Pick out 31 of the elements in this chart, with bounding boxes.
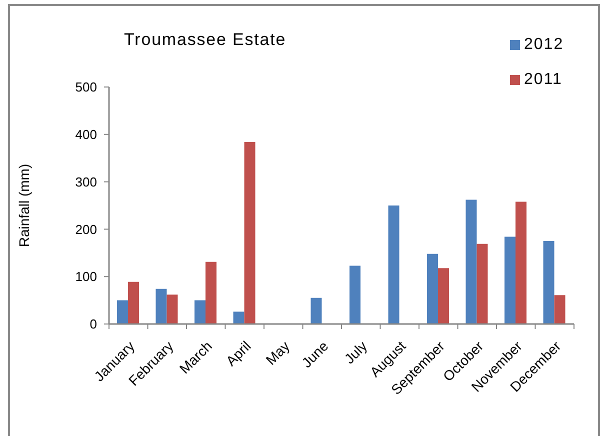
bar — [504, 236, 516, 324]
bar — [310, 298, 322, 324]
y-tick-label: 100 — [75, 269, 97, 284]
bar — [244, 142, 256, 324]
bar — [233, 312, 244, 324]
bar — [194, 300, 206, 324]
bar — [554, 295, 566, 324]
bar — [543, 241, 554, 324]
legend-label: 2011 — [524, 71, 562, 88]
bar — [350, 266, 360, 324]
bar — [156, 288, 167, 324]
chart-title: Troumassee Estate — [124, 30, 286, 50]
bar — [427, 254, 438, 324]
bar — [466, 200, 477, 324]
bar — [117, 300, 128, 324]
bar — [128, 282, 139, 324]
y-axis-title: Rainfall (mm) — [16, 164, 32, 248]
bar — [206, 262, 216, 324]
y-tick-label: 500 — [75, 80, 97, 95]
x-tick-label: July — [341, 338, 370, 367]
legend-label: 2012 — [524, 36, 564, 53]
bar — [476, 244, 488, 324]
x-tick-label: May — [262, 338, 293, 368]
y-tick-label: 300 — [75, 174, 97, 190]
bar — [388, 206, 400, 324]
bar — [516, 202, 526, 324]
bar — [166, 294, 178, 324]
y-tick-label: 0 — [90, 316, 97, 332]
y-tick-label: 200 — [75, 222, 97, 237]
y-tick-label: 400 — [75, 127, 97, 142]
bar — [438, 268, 449, 324]
